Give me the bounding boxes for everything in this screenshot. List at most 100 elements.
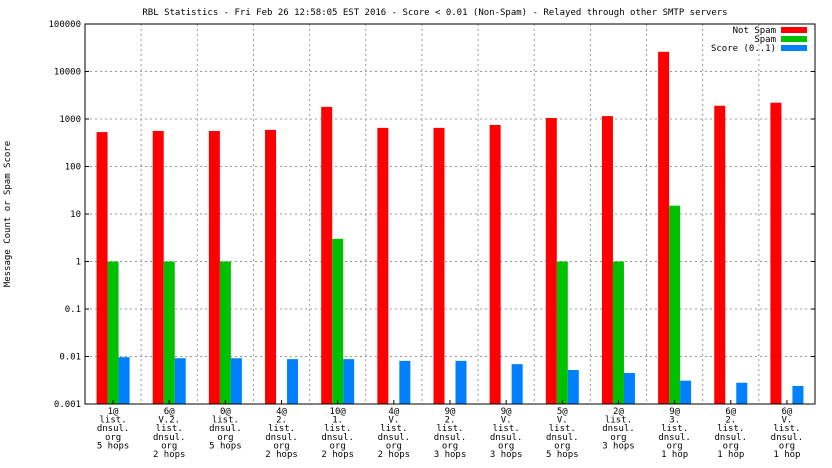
x-tick-label: 5 hops [546,450,579,460]
legend-swatch [781,45,807,51]
y-tick-label: 100000 [48,20,81,30]
x-tick-label: 5 hops [97,441,130,451]
y-tick-label: 10 [70,210,81,220]
x-tick-label: 9@ [669,407,680,417]
x-tick-label: 5 hops [209,441,242,451]
x-tick-label: 2@ [613,407,624,417]
x-tick-label: 3 hops [490,450,523,460]
x-tick-label: org [554,441,570,451]
legend-label: Score (0..1) [711,44,776,54]
x-tick-label: 1 hop [661,450,688,460]
bar-spam [556,261,568,404]
bar-not-spam [770,102,782,404]
y-axis-label: Message Count or Spam Score [3,141,13,287]
bar-not-spam [377,127,389,405]
x-tick-label: list. [100,416,127,426]
x-tick-label: 4@ [276,407,287,417]
x-tick-label: 3 hops [602,441,635,451]
y-tick-label: 10000 [54,68,81,78]
y-axis-ticks: 0.001 0.01 0.1 1 10 100 1000 10000 100000 [48,20,815,410]
x-tick-label: 3. [669,416,680,426]
x-tick-label: list. [212,416,239,426]
bar-spam [219,261,231,404]
bar-spam [107,261,119,404]
bar-not-spam [96,132,108,404]
x-tick-label: list. [661,424,688,434]
bar-spam [332,238,344,404]
bar-not-spam [152,130,164,405]
bar-not-spam [208,130,220,405]
x-tick-label: V. [557,416,568,426]
x-tick-label: list. [380,424,407,434]
x-tick-label: list. [436,424,463,434]
x-tick-label: 2. [276,416,287,426]
bar-score-0-1 [736,382,748,404]
x-tick-label: 2. [725,416,736,426]
bar-score-0-1 [287,359,299,404]
y-tick-label: 0.001 [54,400,81,410]
x-tick-label: list. [268,424,295,434]
x-tick-label: list. [717,424,744,434]
x-tick-label: 2 hops [321,450,354,460]
x-tick-label: 1 hop [717,450,744,460]
x-tick-label: 1 hop [773,450,800,460]
x-tick-label: 2 hops [378,450,411,460]
x-tick-label: dnsul. [715,433,748,443]
bar-spam [163,261,175,404]
x-tick-label: V. [388,416,399,426]
bar-spam [612,261,624,404]
bar-score-0-1 [455,360,467,404]
bar-not-spam [489,124,501,404]
x-tick-label: dnsul. [602,424,635,434]
x-tick-label: org [666,441,682,451]
x-tick-label: org [105,433,121,443]
y-tick-label: 0.1 [65,305,81,315]
x-tick-label: 0@ [220,407,231,417]
x-tick-label: list. [324,424,351,434]
x-tick-label: org [610,433,626,443]
x-tick-label: org [161,441,177,451]
x-tick-label: org [779,441,795,451]
x-tick-label: 10@ [330,407,347,417]
bar-score-0-1 [343,359,355,404]
x-tick-label: list. [549,424,576,434]
bar-score-0-1 [511,364,523,404]
bars [96,51,804,405]
x-tick-label: dnsul. [97,424,130,434]
legend-swatch [781,36,807,42]
x-tick-label: org [442,441,458,451]
x-tick-label: V.2. [158,416,180,426]
x-tick-label: 9@ [501,407,512,417]
x-tick-label: dnsul. [209,424,242,434]
x-tick-label: org [273,441,289,451]
x-tick-label: dnsul. [434,433,467,443]
x-tick-label: 6@ [164,407,175,417]
bar-not-spam [658,51,670,405]
x-tick-label: dnsul. [153,433,186,443]
x-tick-label: V. [501,416,512,426]
x-tick-label: 2 hops [153,450,186,460]
x-tick-label: dnsul. [771,433,804,443]
bar-score-0-1 [174,358,186,404]
x-tick-label: org [498,441,514,451]
bar-score-0-1 [399,360,411,404]
x-tick-label: 5@ [557,407,568,417]
y-tick-label: 1000 [59,115,81,125]
bar-not-spam [433,127,445,405]
x-tick-label: dnsul. [490,433,523,443]
x-tick-label: dnsul. [321,433,354,443]
x-tick-label: 2 hops [265,450,298,460]
grid-lines [85,24,815,404]
bar-spam [669,205,681,404]
legend-label: Not Spam [733,26,776,36]
bar-not-spam [265,129,277,405]
legend-label: Spam [754,35,776,45]
x-tick-label: 2. [445,416,456,426]
x-tick-label: list. [156,424,183,434]
bar-score-0-1 [230,358,242,404]
bar-not-spam [714,105,726,404]
bar-score-0-1 [567,369,579,404]
legend-swatch [781,27,807,33]
